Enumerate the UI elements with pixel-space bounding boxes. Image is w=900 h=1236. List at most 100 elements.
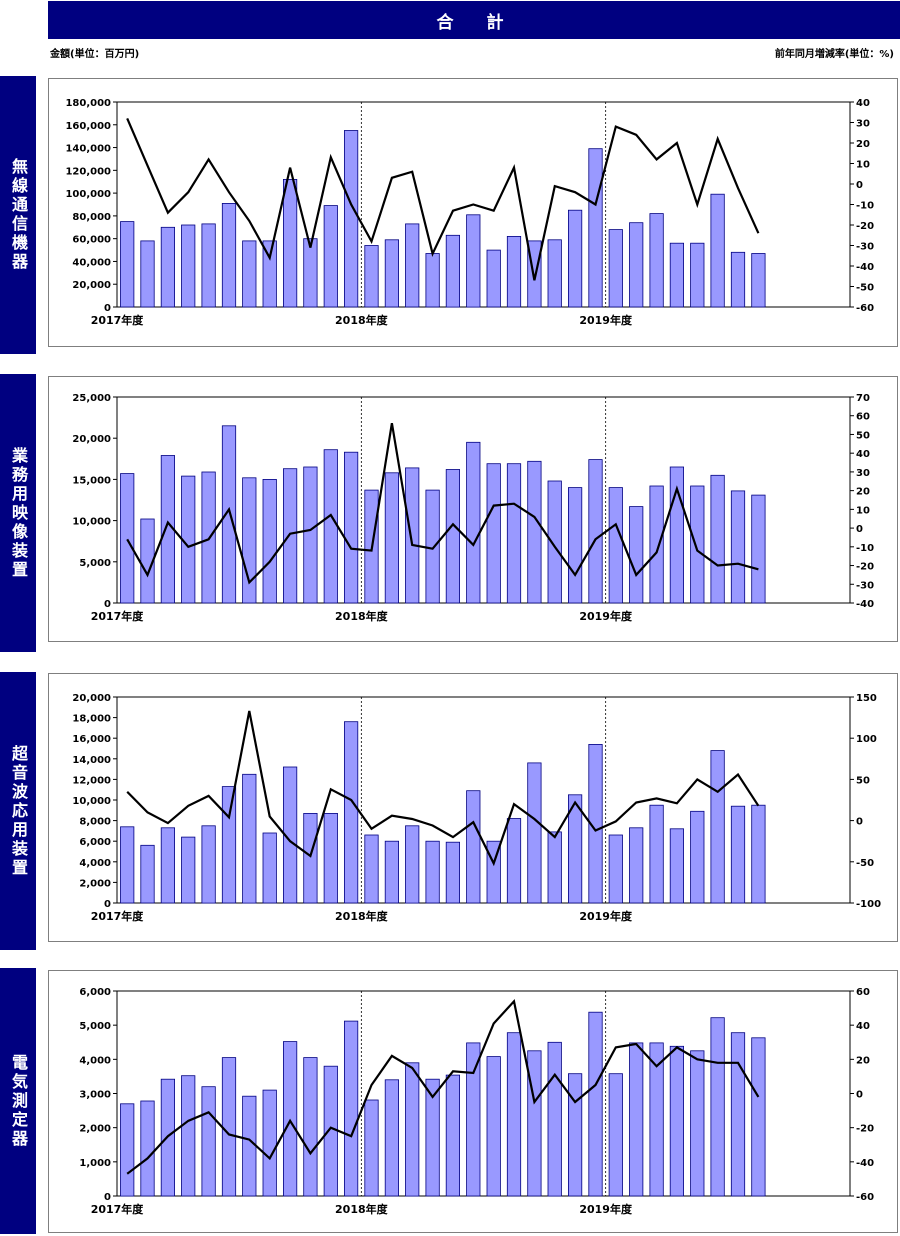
left-tick-label: 80,000 [72, 212, 111, 223]
x-axis-label: 2019年度 [579, 313, 633, 327]
bar [608, 229, 623, 308]
right-tick-label: -10 [856, 201, 874, 212]
bar [343, 451, 359, 604]
bar [160, 226, 175, 308]
bar [282, 766, 298, 904]
bar [242, 477, 257, 604]
right-tick-label: -20 [856, 562, 874, 573]
bar [629, 506, 644, 604]
bar [486, 1056, 501, 1197]
x-axis-label: 2017年度 [91, 1202, 145, 1216]
left-tick-label: 120,000 [65, 166, 111, 177]
yoy-line [126, 423, 759, 585]
left-tick-label: 3,000 [79, 1090, 111, 1101]
bar [303, 466, 318, 604]
bar [629, 222, 644, 308]
bar [282, 468, 298, 604]
left-tick-label: 160,000 [65, 121, 111, 132]
bar [690, 242, 705, 308]
bar [140, 240, 155, 308]
plot-area [116, 396, 851, 604]
bar [527, 1050, 542, 1197]
left-tick-label: 20,000 [72, 280, 111, 291]
right-tick-label: 20 [856, 487, 870, 498]
right-tick-label: 0 [856, 817, 863, 828]
chart-panel-1: 0 20,000 40,000 60,000 80,000 100,000 120,000 1… [48, 78, 898, 347]
bar [649, 804, 664, 904]
bar [282, 179, 298, 308]
bar [303, 812, 318, 904]
yoy-line [126, 998, 760, 1175]
right-tick-label: -10 [856, 543, 874, 554]
right-tick-label: 60 [856, 987, 870, 998]
bar [608, 834, 623, 904]
bar [649, 1042, 664, 1197]
chart-2-svg: 0 5,000 10,000 15,000 20,000 25,000 -40 -30 -20 -… [72, 393, 874, 623]
chart-3-section-label: 超音波応用装置 [0, 672, 36, 950]
right-tick-label: 30 [856, 468, 870, 479]
bar [323, 1065, 338, 1197]
bar [466, 1042, 481, 1197]
bar [384, 840, 400, 904]
bar [160, 827, 175, 904]
left-tick-label: 6,000 [79, 837, 111, 848]
left-tick-label: 10,000 [72, 796, 111, 807]
right-tick-label: 50 [856, 775, 870, 786]
left-tick-label: 20,000 [72, 434, 111, 445]
bar [527, 762, 542, 904]
right-tick-label: 0 [856, 524, 863, 535]
bar [710, 193, 725, 308]
chart-3-svg: 0 2,000 4,000 6,000 8,000 10,000 12,000 14,000 1… [72, 693, 881, 923]
bar [669, 828, 685, 904]
x-axis-label: 2019年度 [579, 1202, 633, 1216]
left-tick-label: 2,000 [79, 878, 111, 889]
bar [364, 834, 379, 904]
bar [466, 790, 481, 904]
chart-panel-3: 0 2,000 4,000 6,000 8,000 10,000 12,000 14,000 1… [48, 673, 898, 942]
left-tick-label: 60,000 [72, 235, 111, 246]
left-tick-label: 10,000 [72, 517, 111, 528]
bar [649, 213, 664, 308]
bar [242, 773, 257, 904]
x-axis-label: 2018年度 [335, 1202, 389, 1216]
bar [425, 1078, 440, 1197]
right-tick-label: -50 [856, 858, 874, 869]
bar [608, 1073, 623, 1197]
chart-4-section-label: 電気測定器 [0, 968, 36, 1234]
bar [262, 1089, 277, 1197]
bar [466, 441, 481, 604]
bar [710, 750, 725, 904]
chart-1-svg: 0 20,000 40,000 60,000 80,000 100,000 120,000 1… [65, 98, 874, 327]
bar [323, 449, 338, 604]
bar [568, 1073, 583, 1197]
bar [527, 460, 542, 604]
bar [486, 249, 501, 308]
bar [242, 240, 257, 308]
left-tick-label: 12,000 [72, 775, 111, 786]
bar [730, 1032, 746, 1197]
x-axis-label: 2018年度 [335, 313, 389, 327]
bar [506, 818, 522, 904]
right-tick-label: 0 [856, 180, 863, 191]
left-tick-label: 25,000 [72, 393, 111, 404]
bar [120, 221, 135, 308]
bar [323, 812, 338, 904]
bar [405, 223, 420, 308]
left-tick-label: 5,000 [79, 558, 111, 569]
bar [547, 239, 562, 308]
bar [730, 251, 746, 308]
bar [669, 1045, 685, 1197]
bar [506, 463, 522, 604]
bar [384, 472, 400, 604]
right-tick-label: -20 [856, 221, 874, 232]
bar [710, 1017, 725, 1197]
left-tick-label: 0 [104, 303, 111, 314]
bar [262, 240, 277, 308]
x-axis-label: 2019年度 [579, 609, 633, 623]
bar [201, 1086, 216, 1197]
x-axis-label: 2019年度 [579, 909, 633, 923]
left-tick-label: 5,000 [79, 1021, 111, 1032]
bar [547, 480, 562, 604]
bar [120, 1103, 135, 1197]
bar [445, 469, 461, 604]
